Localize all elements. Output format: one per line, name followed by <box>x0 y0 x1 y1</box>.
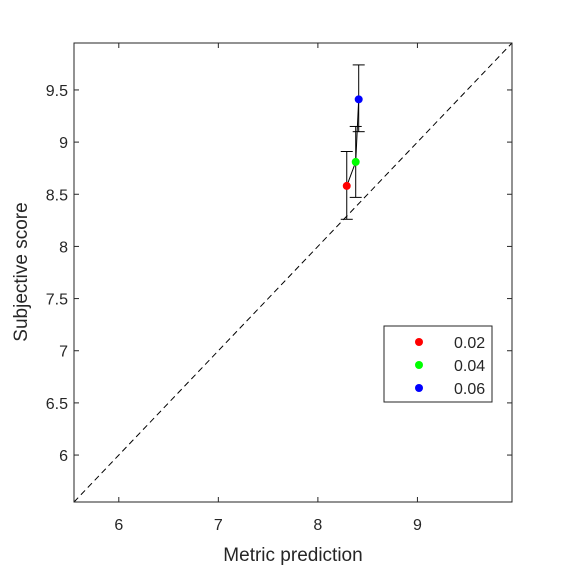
x-tick-label: 6 <box>114 517 123 534</box>
y-tick-label: 8.5 <box>46 187 68 204</box>
axes-box <box>73 42 513 503</box>
y-axis-title: Subjective score <box>11 202 32 341</box>
identity-line <box>73 42 513 503</box>
y-tick-label: 9.5 <box>46 83 68 100</box>
x-tick-label: 7 <box>214 517 223 534</box>
x-tick-label: 9 <box>413 517 422 534</box>
legend-marker <box>415 338 423 346</box>
data-point <box>354 95 363 104</box>
y-tick-label: 7 <box>59 344 68 361</box>
y-tick-label: 9 <box>59 135 68 152</box>
legend-marker <box>415 384 423 392</box>
legend-box <box>383 325 493 403</box>
x-tick-label: 8 <box>313 517 322 534</box>
y-tick-label: 8 <box>59 239 68 256</box>
legend-marker <box>415 361 423 369</box>
legend-label: 0.06 <box>454 381 485 398</box>
y-tick-label: 6 <box>59 448 68 465</box>
x-axis-title: Metric prediction <box>223 545 362 566</box>
y-tick-label: 7.5 <box>46 292 68 309</box>
legend: 0.02 0.04 0.06 <box>383 325 493 403</box>
legend-label: 0.04 <box>454 358 485 375</box>
y-tick-label: 6.5 <box>46 396 68 413</box>
data-point <box>342 181 351 190</box>
data-point <box>351 157 360 166</box>
legend-label: 0.02 <box>454 335 485 352</box>
